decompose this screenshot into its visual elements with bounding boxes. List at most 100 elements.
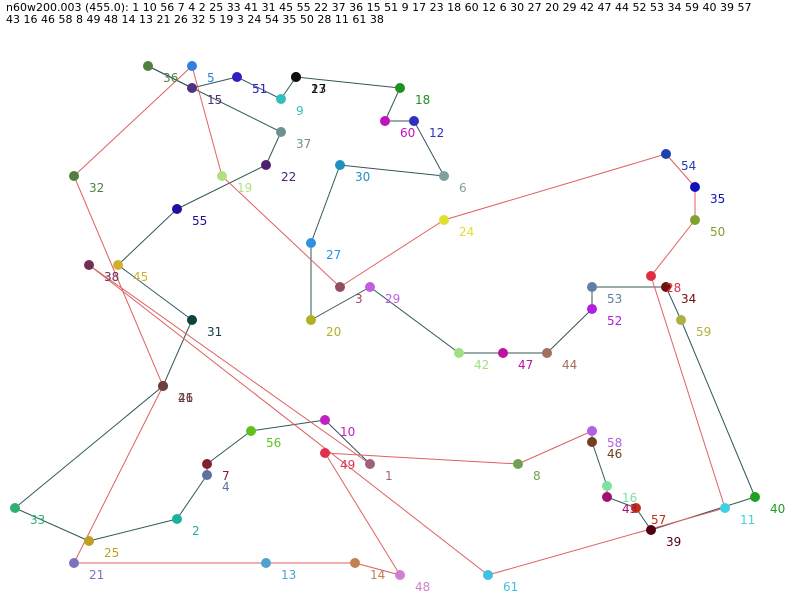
city-node bbox=[84, 260, 94, 270]
city-node bbox=[365, 459, 375, 469]
tour-edge bbox=[339, 164, 445, 177]
tour-edge bbox=[73, 385, 164, 564]
city-node bbox=[113, 260, 123, 270]
header-line: n60w200.003 (455.0): 1 10 56 7 4 2 25 33… bbox=[6, 1, 752, 14]
city-node bbox=[409, 116, 419, 126]
city-label: 57 bbox=[651, 513, 666, 527]
city-label: 4 bbox=[222, 480, 230, 494]
city-label: 9 bbox=[296, 104, 304, 118]
city-node bbox=[187, 315, 197, 325]
city-node bbox=[395, 570, 405, 580]
city-label: 11 bbox=[740, 513, 755, 527]
city-label: 40 bbox=[770, 502, 785, 516]
city-label: 17 bbox=[311, 82, 326, 96]
tour-edge bbox=[339, 219, 445, 288]
city-label: 46 bbox=[607, 447, 622, 461]
city-node bbox=[661, 282, 671, 292]
tour-edge bbox=[88, 264, 371, 465]
city-node bbox=[276, 94, 286, 104]
city-label: 51 bbox=[252, 82, 267, 96]
tour-edge bbox=[591, 441, 608, 487]
city-label: 23 bbox=[311, 82, 326, 96]
tour-edge bbox=[14, 507, 90, 542]
city-node bbox=[306, 238, 316, 248]
city-label: 61 bbox=[503, 580, 518, 594]
tour-edge bbox=[324, 419, 371, 465]
city-node bbox=[187, 83, 197, 93]
tour-edge bbox=[324, 452, 401, 576]
city-node bbox=[395, 83, 405, 93]
tour-edge bbox=[310, 164, 341, 244]
city-label: 56 bbox=[266, 436, 281, 450]
city-node bbox=[261, 558, 271, 568]
city-node bbox=[365, 282, 375, 292]
city-node bbox=[676, 315, 686, 325]
city-label: 33 bbox=[30, 513, 45, 527]
tour-edge bbox=[443, 153, 667, 221]
tour-edge bbox=[665, 286, 682, 321]
city-node bbox=[483, 570, 493, 580]
city-node bbox=[202, 470, 212, 480]
city-label: 50 bbox=[710, 225, 725, 239]
tour-edge bbox=[176, 164, 267, 210]
city-node bbox=[542, 348, 552, 358]
city-node bbox=[69, 171, 79, 181]
city-label: 2 bbox=[192, 524, 200, 538]
city-label: 34 bbox=[681, 292, 696, 306]
tour-edge bbox=[88, 264, 489, 576]
tour-edge bbox=[88, 518, 178, 542]
tour-edge bbox=[369, 286, 460, 354]
tour-edge bbox=[487, 507, 726, 576]
city-node bbox=[246, 426, 256, 436]
city-node bbox=[587, 304, 597, 314]
city-label: 27 bbox=[326, 248, 341, 262]
city-node bbox=[587, 426, 597, 436]
city-label: 43 bbox=[622, 502, 637, 516]
city-node bbox=[172, 514, 182, 524]
city-node bbox=[602, 492, 612, 502]
city-node bbox=[646, 271, 656, 281]
city-label: 48 bbox=[415, 580, 430, 594]
city-label: 15 bbox=[207, 93, 222, 107]
city-label: 8 bbox=[533, 469, 541, 483]
city-node bbox=[454, 348, 464, 358]
city-node bbox=[690, 182, 700, 192]
city-node bbox=[291, 72, 301, 82]
city-node bbox=[631, 503, 641, 513]
header-line: 43 16 46 58 8 49 48 14 13 21 26 32 5 19 … bbox=[6, 13, 384, 26]
city-label: 18 bbox=[415, 93, 430, 107]
city-label: 29 bbox=[385, 292, 400, 306]
city-node bbox=[10, 503, 20, 513]
tour-edge bbox=[191, 65, 223, 177]
city-node bbox=[187, 61, 197, 71]
city-node bbox=[84, 536, 94, 546]
tour-edge bbox=[546, 308, 593, 354]
city-node bbox=[158, 381, 168, 391]
city-node bbox=[350, 558, 360, 568]
tour-edge bbox=[310, 286, 371, 321]
tour-edge bbox=[250, 419, 326, 432]
tour-edge bbox=[73, 175, 164, 387]
city-label: 60 bbox=[400, 126, 415, 140]
city-label: 1 bbox=[385, 469, 393, 483]
city-label: 38 bbox=[104, 270, 119, 284]
city-label: 10 bbox=[340, 425, 355, 439]
city-node bbox=[690, 215, 700, 225]
city-node bbox=[587, 282, 597, 292]
tour-edge bbox=[147, 65, 193, 89]
tour-edge bbox=[413, 120, 445, 177]
city-node bbox=[143, 61, 153, 71]
city-label: 55 bbox=[192, 214, 207, 228]
city-node bbox=[661, 149, 671, 159]
city-node bbox=[306, 315, 316, 325]
tour-edge bbox=[517, 430, 593, 465]
city-node bbox=[232, 72, 242, 82]
city-label: 39 bbox=[666, 535, 681, 549]
city-label: 24 bbox=[459, 225, 474, 239]
city-label: 36 bbox=[163, 71, 178, 85]
city-node bbox=[587, 437, 597, 447]
city-label: 28 bbox=[666, 281, 681, 295]
tour-edge bbox=[117, 208, 178, 266]
city-node bbox=[646, 525, 656, 535]
